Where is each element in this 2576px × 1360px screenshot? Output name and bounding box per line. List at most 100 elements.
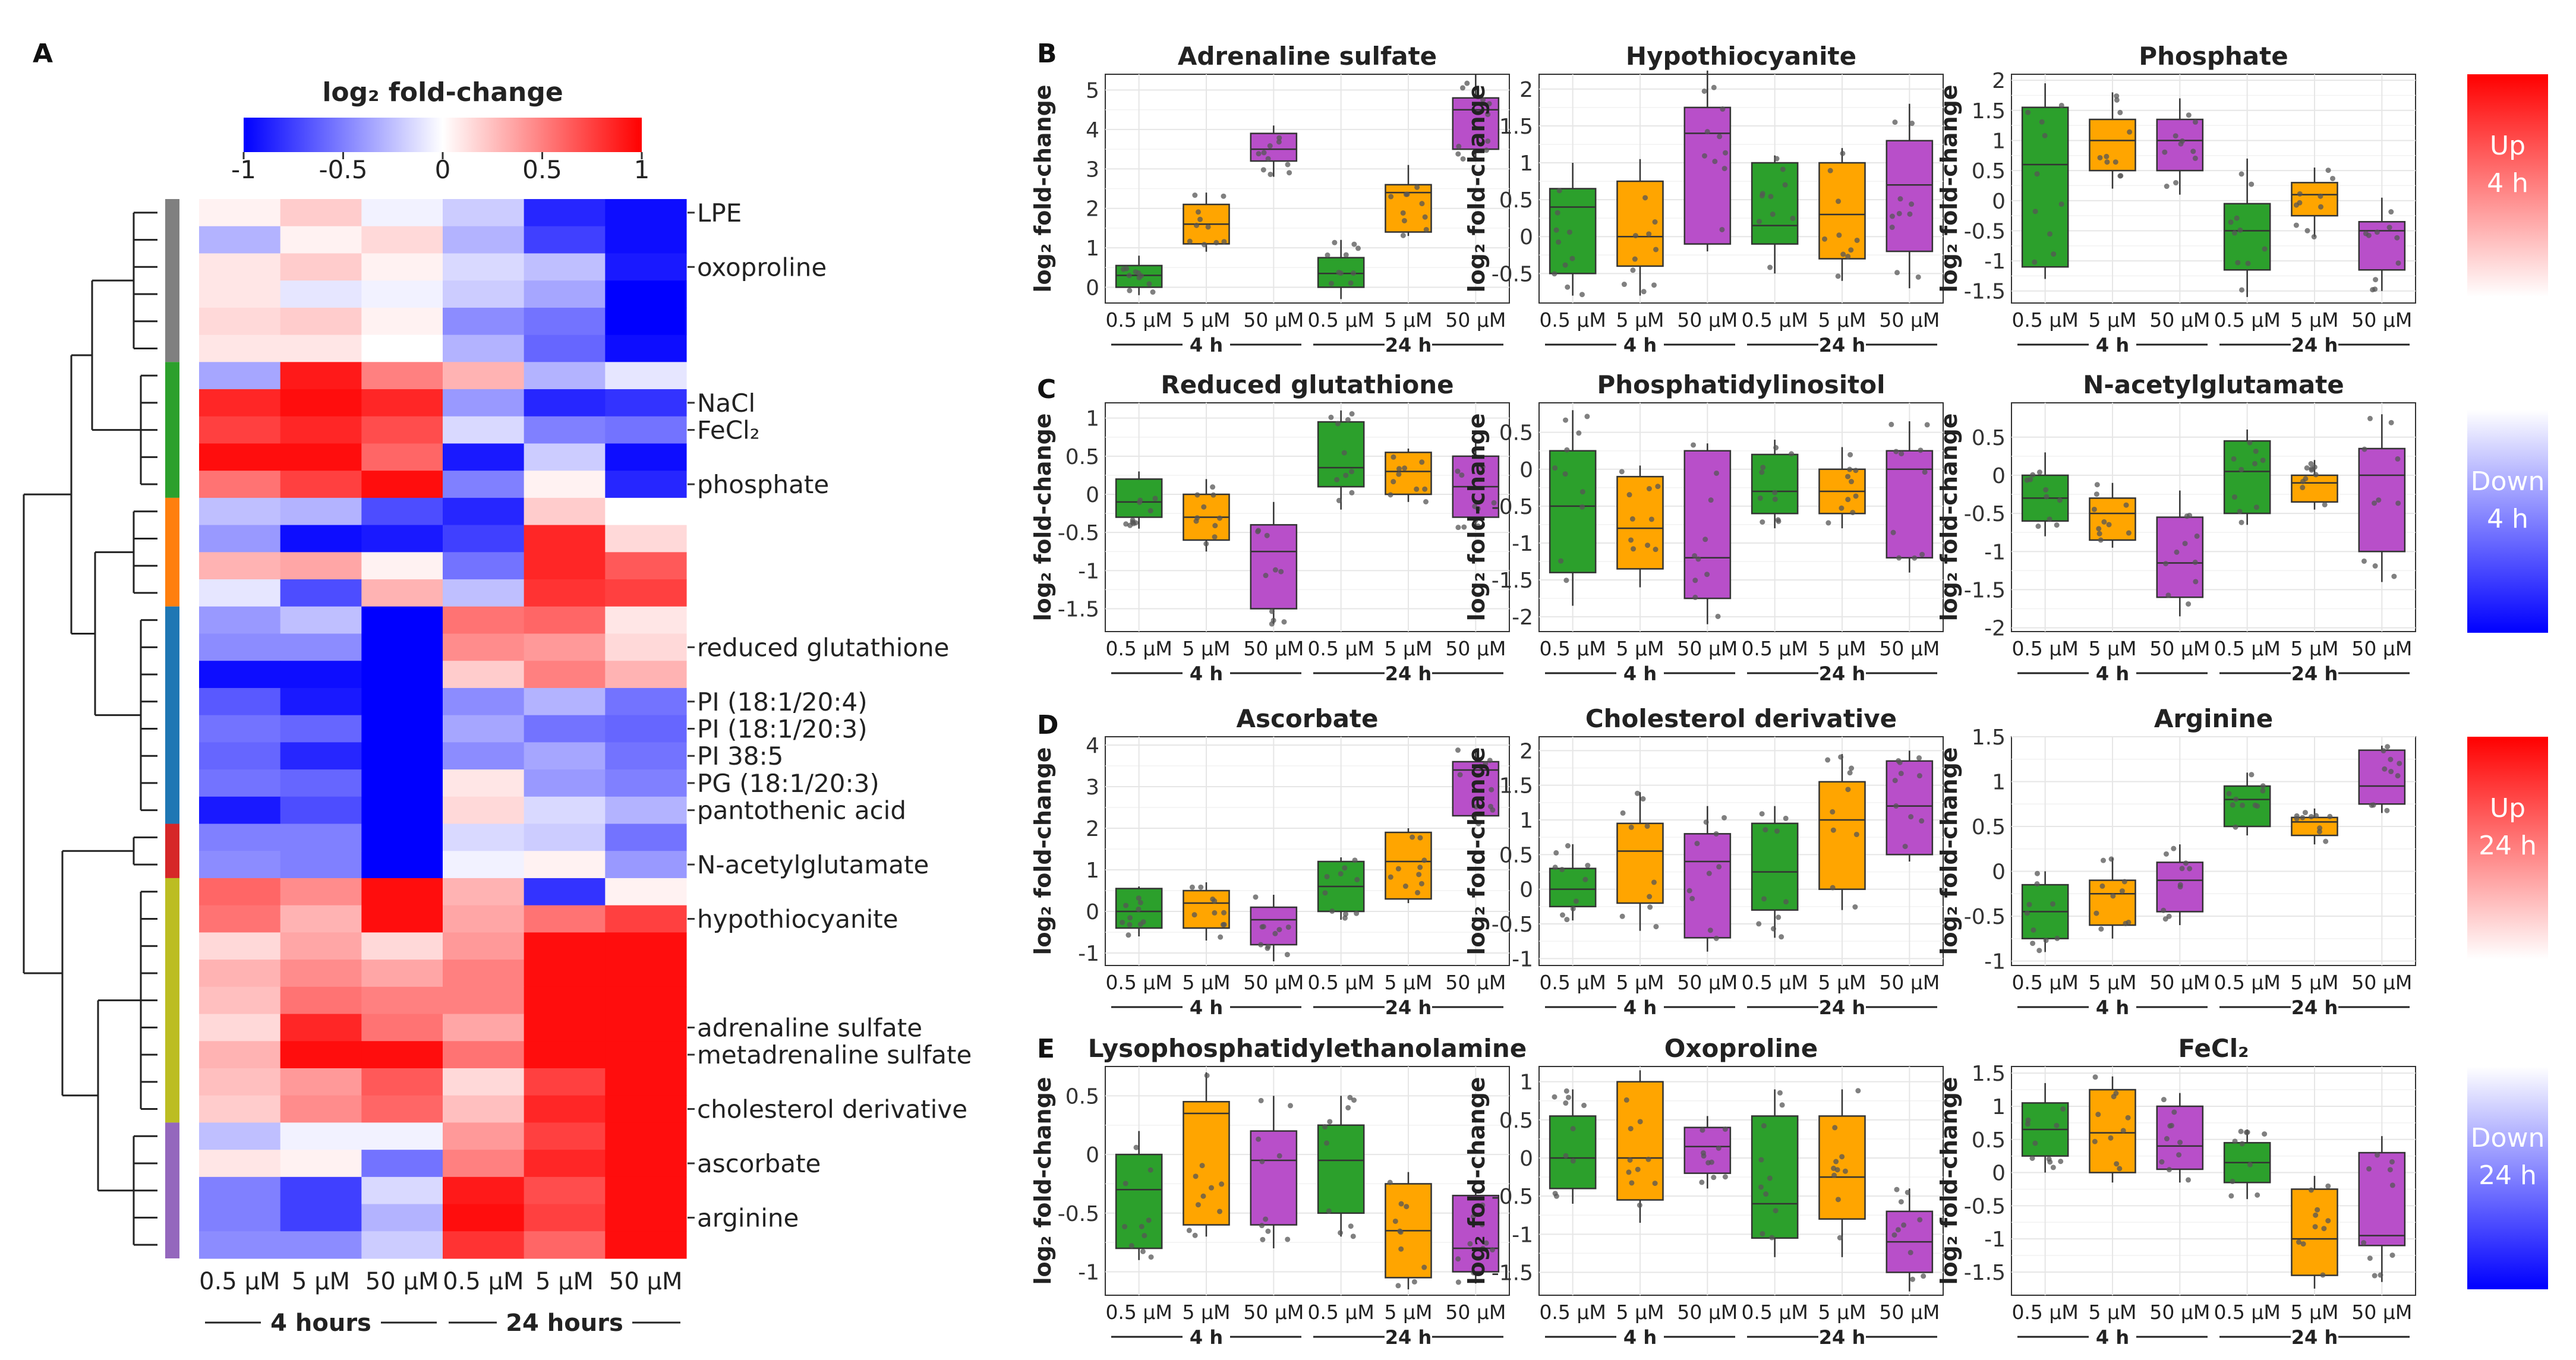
box-body: [2156, 1105, 2204, 1170]
data-point: [1388, 874, 1393, 880]
data-point: [2112, 159, 2118, 165]
data-point: [2361, 558, 2367, 564]
boxplot-arginine: Arginine -1 -0.5 0 0.5 1 1.5 log₂ fold-change 0.…: [1936, 704, 2416, 1019]
heatmap-cell: [443, 1231, 525, 1259]
y-tick-label: -0.5: [1492, 262, 1533, 286]
data-point: [2240, 802, 2246, 808]
data-point: [1388, 492, 1393, 498]
data-point: [1704, 572, 1710, 578]
data-point: [1187, 238, 1193, 244]
data-point: [2230, 1178, 2236, 1184]
data-point: [1833, 1159, 1839, 1165]
data-point: [2034, 171, 2040, 177]
heatmap-cell: [524, 823, 606, 851]
data-point: [2032, 209, 2038, 214]
data-point: [1269, 608, 1275, 614]
data-point: [1849, 479, 1855, 485]
x-tick-label: 5 µM: [2089, 308, 2137, 332]
data-point: [1700, 1127, 1705, 1133]
box-4: [1818, 148, 1866, 281]
heatmap-cell: [199, 1095, 281, 1124]
data-point: [1256, 528, 1262, 534]
data-point: [1707, 927, 1713, 933]
data-point: [1127, 288, 1133, 294]
heatmap-cell: [443, 687, 525, 716]
data-point: [1324, 873, 1330, 879]
row-label: metadrenaline sulfate: [697, 1040, 972, 1069]
box-body: [2358, 220, 2406, 271]
data-point: [1213, 239, 1219, 245]
data-point: [1351, 270, 1357, 276]
data-point: [1124, 266, 1130, 272]
boxplot-title: Oxoproline: [1664, 1034, 1818, 1063]
heatmap-cell: [361, 471, 443, 498]
data-point: [2162, 149, 2168, 155]
x-group-label: 24 h: [1819, 662, 1865, 685]
heatmap-cell: [524, 1122, 606, 1150]
data-point: [1195, 1202, 1201, 1208]
data-point: [1140, 1248, 1146, 1254]
data-point: [1704, 129, 1710, 135]
data-point: [1705, 1160, 1711, 1166]
data-point: [1723, 150, 1729, 156]
heatmap-cell: [524, 851, 606, 879]
data-point: [2233, 796, 2239, 802]
data-point: [1910, 1276, 1916, 1282]
data-point: [1473, 518, 1478, 523]
data-point: [1776, 914, 1782, 920]
data-point: [1335, 421, 1341, 427]
data-point: [1217, 515, 1223, 521]
data-point: [2313, 472, 2319, 478]
data-point: [1646, 231, 1652, 237]
box-2: [1250, 501, 1298, 627]
data-point: [1193, 518, 1199, 524]
data-point: [1840, 251, 1846, 257]
data-point: [1563, 1153, 1569, 1159]
heatmap-cell: [605, 606, 687, 635]
data-point: [1579, 489, 1585, 495]
heatmap-cell: [199, 796, 281, 825]
x-tick-label: 50 µM: [1677, 308, 1738, 332]
data-point: [2104, 153, 2110, 159]
data-point: [1645, 542, 1651, 548]
heatmap-cell: [524, 633, 606, 661]
data-point: [2194, 533, 2200, 539]
data-point: [2111, 1094, 2117, 1100]
heatmap-cell: [443, 525, 525, 553]
data-point: [1336, 497, 1342, 503]
data-point: [1480, 97, 1486, 103]
data-point: [1692, 594, 1698, 600]
data-point: [1217, 1208, 1223, 1214]
data-point: [2025, 1121, 2030, 1127]
data-point: [1461, 524, 1467, 530]
heatmap-cell: [280, 335, 362, 362]
data-point: [1711, 84, 1717, 90]
data-point: [2174, 549, 2180, 555]
data-point: [1552, 271, 1557, 277]
box-3: [1751, 1089, 1799, 1257]
box-1: [1183, 882, 1230, 941]
data-point: [2260, 783, 2266, 789]
data-point: [1563, 578, 1569, 583]
heatmap-cell: [605, 525, 687, 553]
data-point: [1569, 255, 1575, 261]
x-tick-label: 50 µM: [1879, 971, 1940, 994]
column-label: 50 µM: [365, 1268, 439, 1295]
heatmap-cell: [361, 1095, 443, 1124]
data-point: [1472, 503, 1478, 509]
data-point: [1212, 898, 1218, 904]
data-point: [1354, 910, 1360, 916]
heatmap-cell: [443, 1068, 525, 1096]
heatmap-cell: [443, 416, 525, 444]
data-point: [1137, 499, 1143, 505]
plot-area: [2011, 736, 2416, 966]
box-5: [1886, 103, 1934, 289]
y-tick-label: 0.5: [1499, 188, 1533, 213]
heatmap-cell: [443, 1176, 525, 1205]
y-tick-label: 0.5: [1972, 815, 2006, 840]
box-1: [2089, 856, 2136, 939]
data-point: [1555, 210, 1560, 216]
data-point: [1400, 232, 1406, 238]
y-tick-label: 0: [1992, 464, 2006, 488]
